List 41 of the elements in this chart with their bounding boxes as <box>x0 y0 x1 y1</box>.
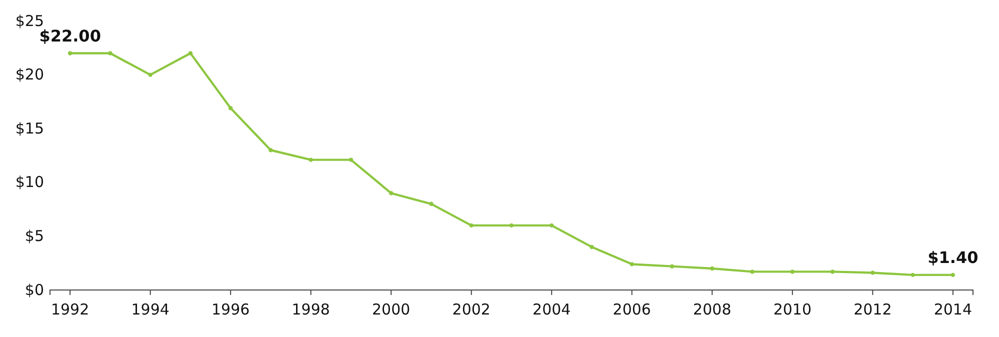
x-tick-label: 1994 <box>131 300 170 318</box>
x-tick-label: 2012 <box>854 300 892 318</box>
point <box>268 148 273 152</box>
point <box>790 270 795 274</box>
point <box>308 158 313 162</box>
point <box>228 106 233 110</box>
point <box>710 266 714 271</box>
x-tick-label: 2006 <box>612 300 651 318</box>
point <box>870 270 875 275</box>
point <box>68 51 72 56</box>
x-tick-label: 2004 <box>532 300 571 318</box>
x-tick-label: 1996 <box>211 300 250 318</box>
point <box>348 158 354 162</box>
y-tick-label: $0 <box>24 280 44 299</box>
point <box>429 202 434 206</box>
point <box>148 72 152 77</box>
y-tick-label: $20 <box>15 66 44 84</box>
y-tick-label: $15 <box>15 119 44 138</box>
y-tick-label: $10 <box>15 173 44 192</box>
point <box>509 223 514 228</box>
point <box>670 264 674 268</box>
y-tick-label: $5 <box>24 227 44 245</box>
x-tick-label: 1998 <box>292 300 330 318</box>
x-tick-label: 2000 <box>372 300 410 318</box>
x-tick-label: 2002 <box>452 300 490 318</box>
point <box>550 223 554 228</box>
x-tick-label: 2014 <box>934 300 972 318</box>
point <box>590 244 594 250</box>
x-tick-label: 2008 <box>693 300 732 318</box>
point <box>469 223 474 228</box>
annotation: $1.40 <box>928 248 978 267</box>
point <box>750 270 754 274</box>
point <box>108 51 112 56</box>
x-tick-label: 2010 <box>773 300 812 318</box>
point <box>389 191 394 196</box>
point <box>950 272 956 278</box>
point <box>910 272 915 278</box>
point <box>630 262 634 266</box>
point <box>188 51 193 56</box>
x-tick-label: 1992 <box>50 300 90 318</box>
point <box>830 270 835 274</box>
